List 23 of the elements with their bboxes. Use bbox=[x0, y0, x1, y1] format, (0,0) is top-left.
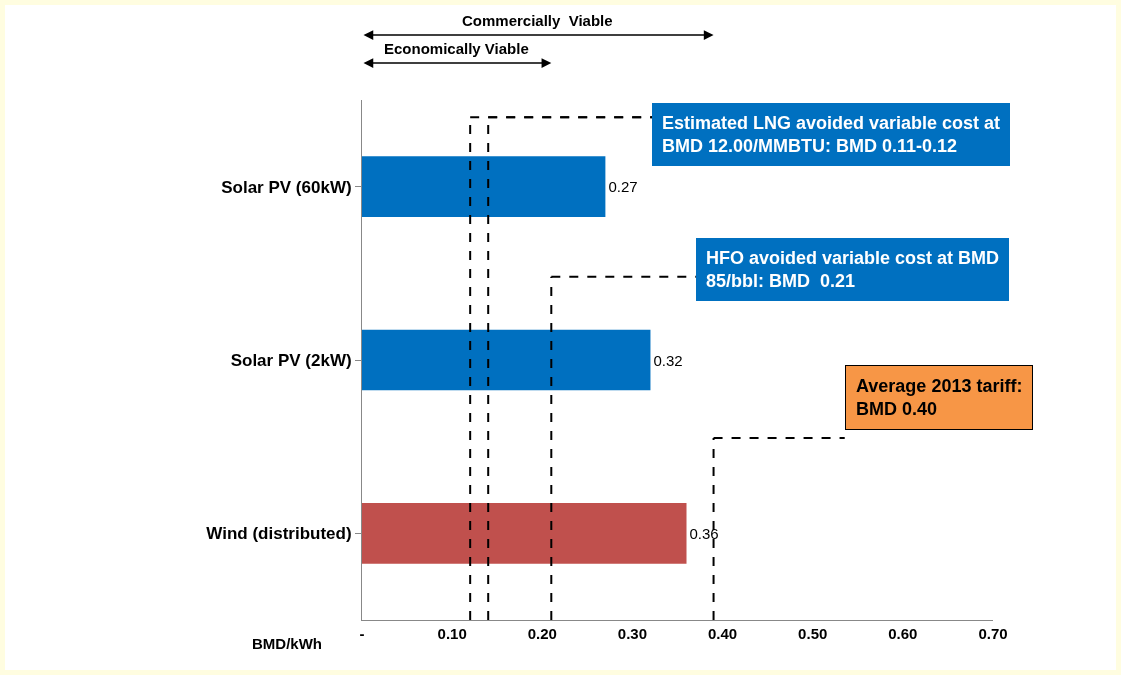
x-tick-label: 0.40 bbox=[707, 625, 738, 642]
x-tick-label: 0.30 bbox=[617, 625, 648, 642]
text: Commercially Viable bbox=[462, 12, 613, 29]
data-label: 0.27 bbox=[608, 178, 638, 196]
data-label: 0.32 bbox=[653, 351, 683, 369]
ref-line-label: Estimated LNG avoided variable cost at BMD 12.00/MMBTU: BMD 0.11-0.12 bbox=[662, 113, 1001, 157]
data-label: 0.36 bbox=[689, 524, 719, 542]
x-tick-label: 0.60 bbox=[888, 625, 918, 642]
x-tick-label: - bbox=[359, 625, 365, 642]
bar bbox=[362, 503, 687, 564]
ref-line-label: Average 2013 tariff: BMD 0.40 bbox=[856, 376, 1023, 420]
x-axis-title: BMD/kWh bbox=[252, 635, 322, 652]
y-tick-label: Solar PV (60kW) bbox=[221, 177, 352, 197]
y-tick-label: Solar PV (2kW) bbox=[230, 350, 352, 370]
x-tick-label: 0.10 bbox=[437, 625, 467, 642]
bar bbox=[362, 156, 606, 217]
x-tick-label: 0.20 bbox=[527, 625, 557, 642]
x-tick-label: 0.50 bbox=[798, 625, 828, 642]
bar bbox=[362, 329, 651, 391]
x-tick-label: 0.70 bbox=[978, 625, 1008, 642]
y-tick-label: Wind (distributed) bbox=[206, 524, 352, 544]
ref-line-label: HFO avoided variable cost at BMD 85/bbl: BMD 0.21 bbox=[706, 248, 1000, 292]
text: Economically Viable bbox=[384, 40, 529, 57]
